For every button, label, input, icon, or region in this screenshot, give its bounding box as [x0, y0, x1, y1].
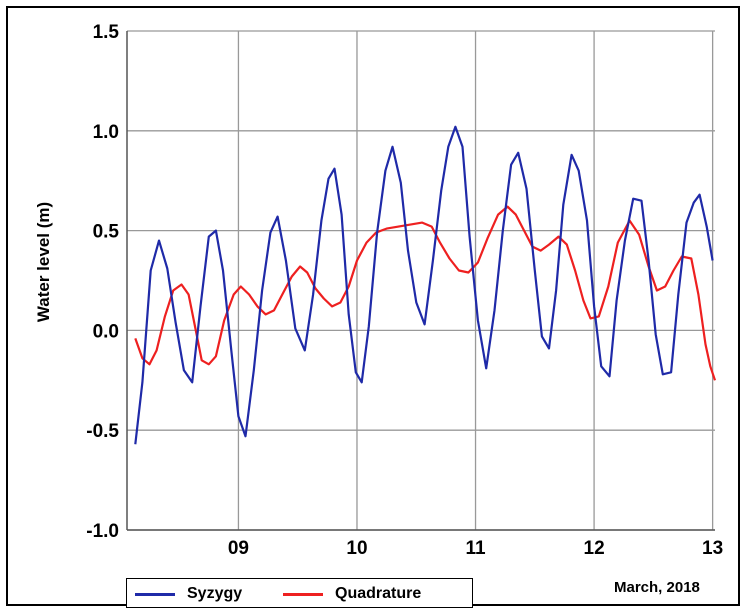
x-tick-label: 12 — [584, 538, 605, 559]
legend-label-quadrature: Quadrature — [335, 585, 422, 602]
y-tick-label: 0.0 — [93, 321, 119, 342]
legend-swatch-quadrature — [283, 592, 323, 596]
y-tick-label: 1.5 — [93, 22, 120, 43]
x-tick-label: 13 — [702, 538, 723, 559]
series-line-quadrature — [134, 205, 717, 381]
x-tick-label: 11 — [465, 538, 486, 559]
x-axis-ticks: 09 10 11 12 13 — [228, 538, 723, 559]
grid — [126, 30, 715, 531]
line-chart: 1.5 1.0 0.5 0.0 -0.5 -1.0 09 10 11 12 13 Water le… — [34, 22, 723, 559]
legend-item-syzygy: Syzygy — [135, 583, 242, 605]
legend: Syzygy Quadrature — [126, 578, 473, 608]
x-tick-label: 10 — [346, 538, 367, 559]
y-axis-label: Water level (m) — [34, 202, 53, 322]
y-tick-label: 0.5 — [93, 222, 120, 243]
y-tick-label: 1.0 — [93, 122, 119, 143]
x-tick-label: 09 — [228, 538, 249, 559]
legend-item-quadrature: Quadrature — [283, 583, 421, 605]
legend-label-syzygy: Syzygy — [187, 585, 243, 602]
chart-frame: 1.5 1.0 0.5 0.0 -0.5 -1.0 09 10 11 12 13 Water le… — [6, 6, 740, 608]
y-tick-label: -0.5 — [86, 421, 119, 442]
y-axis-ticks: 1.5 1.0 0.5 0.0 -0.5 -1.0 — [86, 22, 119, 542]
series-lines — [134, 125, 717, 445]
y-tick-label: -1.0 — [86, 521, 119, 542]
series-line-syzygy — [134, 125, 714, 445]
legend-swatch-syzygy — [135, 592, 175, 596]
x-axis-label: March, 2018 — [614, 579, 700, 596]
